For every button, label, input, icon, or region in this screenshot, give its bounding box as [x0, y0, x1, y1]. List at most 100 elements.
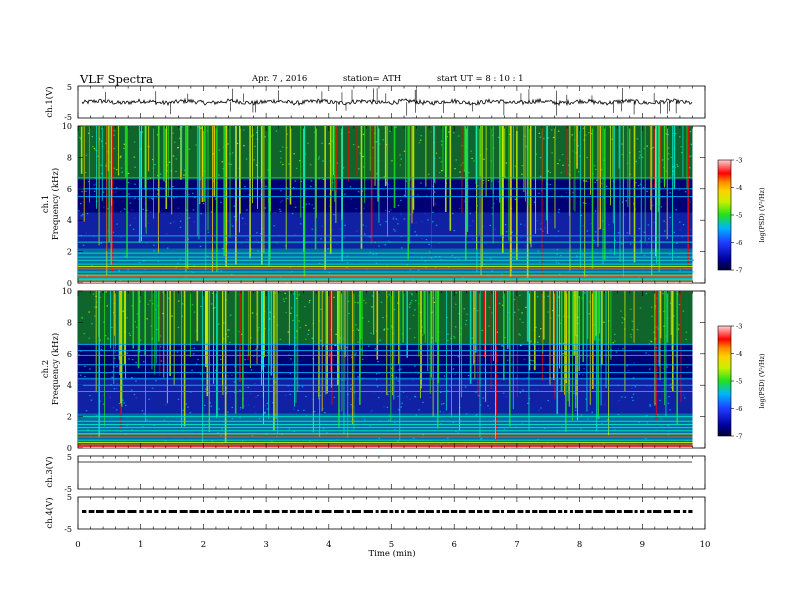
- ch4-dash: [623, 510, 633, 513]
- spectrogram-speckle: [355, 230, 358, 232]
- spectrogram-speckle: [170, 170, 172, 172]
- spectrogram-speckle: [122, 399, 124, 401]
- spectrogram-speckle: [387, 393, 389, 396]
- ch4-dash: [106, 510, 115, 513]
- spectrogram-speckle: [149, 300, 151, 302]
- spectrogram-speckle: [561, 415, 563, 417]
- spectrogram-speckle: [348, 312, 350, 315]
- spectrogram-speckle: [603, 403, 606, 405]
- spectrogram-speckle: [536, 272, 538, 275]
- spectrogram-speckle: [299, 327, 302, 329]
- spectrogram-speckle: [142, 208, 144, 211]
- spectrogram-speckle: [587, 181, 589, 183]
- spectrogram-speckle: [646, 190, 648, 192]
- spectrogram-speckle: [400, 158, 402, 160]
- spectrogram-speckle: [505, 396, 508, 398]
- spectrogram-speckle: [257, 394, 259, 397]
- spectrogram-speckle: [175, 158, 178, 160]
- spectrogram-speckle: [621, 143, 623, 145]
- spectrogram-speckle: [625, 238, 628, 240]
- spectrogram-speckle: [536, 220, 538, 222]
- spectrogram-speckle: [624, 396, 626, 398]
- spectrogram-speckle: [464, 445, 467, 447]
- ch4-dash: [253, 510, 262, 513]
- spectrogram-speckle: [420, 221, 423, 223]
- spectrogram-speckle: [642, 186, 645, 189]
- spectrogram-speckle: [84, 375, 86, 378]
- spectrogram-speckle: [185, 209, 188, 211]
- ch4-dash: [450, 510, 458, 513]
- spectrogram-speckle: [665, 133, 668, 135]
- spectrogram-speckle: [504, 223, 507, 226]
- spectrogram-speckle: [118, 402, 121, 405]
- spectrogram-speckle: [296, 314, 298, 317]
- spectrogram-speckle: [420, 135, 422, 137]
- spectrogram-speckle: [524, 245, 527, 247]
- spectrogram-speckle: [192, 353, 195, 355]
- spectrogram-speckle: [153, 250, 155, 252]
- spectrogram-speckle: [457, 432, 459, 434]
- spectrogram-speckle: [565, 191, 568, 193]
- spectrogram-speckle: [296, 330, 298, 332]
- spectrogram-speckle: [105, 372, 108, 374]
- ch4-dash: [297, 510, 304, 513]
- spectrogram-speckle: [281, 433, 283, 436]
- spectrogram-speckle: [390, 363, 393, 365]
- spectrogram-speckle: [422, 434, 425, 436]
- spectrogram-speckle: [105, 291, 107, 293]
- spectrogram-speckle: [217, 432, 219, 434]
- spectrogram-speckle: [557, 230, 560, 232]
- spectrogram-speckle: [582, 202, 585, 204]
- spectrogram-speckle: [450, 386, 452, 388]
- spectrogram-speckle: [393, 228, 395, 230]
- spectrogram-speckle: [344, 193, 346, 195]
- spectrogram-speckle: [191, 369, 193, 371]
- spectrogram-speckle: [691, 155, 693, 157]
- spectrogram-speckle: [279, 190, 282, 192]
- spectrogram-speckle: [128, 193, 130, 195]
- spectrogram-speckle: [280, 157, 282, 159]
- spectrogram-speckle: [227, 411, 229, 413]
- spectrogram-speckle: [495, 198, 498, 200]
- spectrogram-speckle: [502, 392, 505, 394]
- spectrogram-speckle: [425, 266, 427, 268]
- spectrogram-speckle: [584, 257, 587, 260]
- spectrogram-speckle: [195, 144, 197, 146]
- spectrogram-speckle: [355, 207, 357, 210]
- spectrogram-speckle: [532, 360, 534, 362]
- spectrogram-speckle: [118, 270, 121, 272]
- spectrogram-speckle: [386, 406, 389, 408]
- ch4-dash: [525, 510, 530, 513]
- spectrogram-speckle: [217, 269, 219, 271]
- x-tick-label: 8: [577, 540, 582, 550]
- spectrogram-speckle: [417, 269, 420, 271]
- spectrogram-speckle: [113, 134, 115, 136]
- spectrogram-speckle: [652, 240, 655, 242]
- spectrogram-speckle: [301, 386, 304, 388]
- spectrogram-speckle: [293, 153, 295, 155]
- spectrogram-speckle: [662, 381, 665, 383]
- spectrogram-speckle: [249, 393, 252, 395]
- spectrogram-speckle: [247, 386, 250, 389]
- spectrogram-speckle: [577, 145, 579, 147]
- spectrogram-speckle: [243, 145, 245, 147]
- spectrogram-speckle: [439, 386, 442, 388]
- spectrogram-speckle: [418, 409, 420, 411]
- spectrogram-speckle: [395, 218, 398, 220]
- spectrogram-speckle: [409, 269, 412, 271]
- spectrogram-speckle: [530, 359, 532, 361]
- spectrogram-speckle: [252, 134, 255, 136]
- spectrogram-speckle: [225, 387, 228, 389]
- spectrogram-speckle: [334, 344, 336, 346]
- spectrogram-speckle: [483, 367, 485, 369]
- ch4-waveform-dashes: [82, 510, 693, 513]
- spectrogram-speckle: [431, 337, 434, 339]
- spectrogram-speckle: [539, 223, 542, 225]
- spectrogram-speckle: [643, 231, 646, 233]
- spectrogram-speckle: [299, 160, 301, 162]
- spectrogram-speckle: [182, 409, 184, 411]
- spectrogram-speckle: [412, 314, 415, 317]
- spectrogram-speckle: [244, 186, 246, 188]
- spectrogram-speckle: [246, 238, 248, 241]
- spectrogram-speckle: [536, 389, 539, 391]
